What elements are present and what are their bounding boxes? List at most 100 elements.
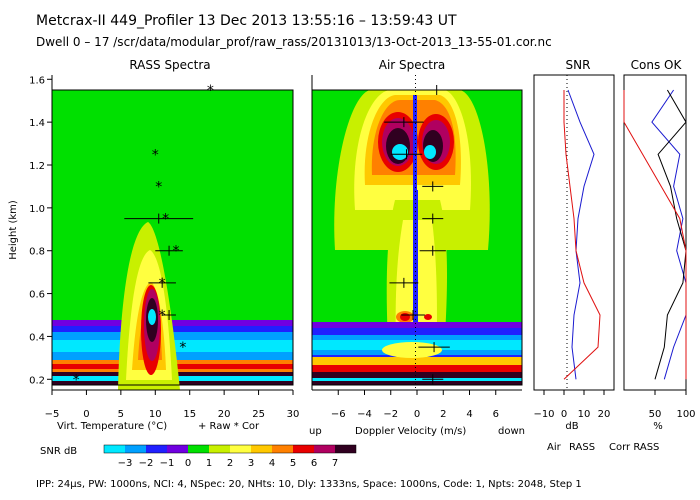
colorbar-tick-label: −3: [118, 458, 133, 469]
colorbar-swatch: [146, 445, 167, 453]
height-tick-label: 0.8: [29, 247, 45, 258]
x-tick-label: 6: [493, 409, 499, 420]
rass-marker-key: + Raw * Cor: [198, 421, 260, 432]
air-upper-blob: [334, 90, 490, 250]
colorbar-tick-label: 4: [269, 458, 275, 469]
legend-rass: RASS: [569, 442, 595, 453]
height-tick-label: 1.2: [29, 161, 45, 172]
colorbar-swatch: [167, 445, 188, 453]
x-tick-label: 2: [440, 409, 446, 420]
colorbar-tick-label: −2: [139, 458, 154, 469]
rass-panel-title: RASS Spectra: [129, 58, 210, 72]
colorbar-swatch: [125, 445, 146, 453]
snr-lines: [563, 89, 601, 380]
snr-frame: [533, 74, 615, 391]
height-tick-label: 0.6: [29, 290, 45, 301]
cons-corr-rass-line: [654, 89, 687, 380]
cons-x-ticks: 50 100: [649, 390, 696, 420]
colorbar-swatch: [272, 445, 293, 453]
height-tick-label: 0.4: [29, 332, 45, 343]
air-spectra-panel: −6 −4 −2 0 2 4 6 up Doppler Velocity (m/s) dow…: [309, 75, 525, 437]
colorbar-swatch: [104, 445, 125, 453]
air-low-band: [312, 322, 522, 385]
x-tick-label: 5: [118, 409, 124, 420]
x-tick-label: 4: [466, 409, 472, 420]
colorbar-swatch: [335, 445, 356, 453]
legend-corr-rass: Corr RASS: [609, 442, 659, 453]
x-tick-label: 20: [218, 409, 231, 420]
header-dwell: Dwell 0 – 17 /scr/data/modular_prof/raw_…: [36, 35, 552, 49]
cor-point: *: [152, 147, 159, 163]
cons-air-line: [651, 89, 687, 380]
colorbar-tick-label: −1: [160, 458, 175, 469]
colorbar-swatch: [209, 445, 230, 453]
cor-point: *: [159, 308, 166, 324]
x-tick-label: 10: [149, 409, 162, 420]
x-tick-label: −5: [45, 409, 60, 420]
height-tick-label: 1.4: [29, 118, 45, 129]
cons-panel-title: Cons OK: [631, 58, 683, 72]
snr-panel: −10 0 10 20 dB: [533, 74, 615, 432]
colorbar-tick-label: 2: [227, 458, 233, 469]
colorbar-ticks: −3 −2 −1 0 1 2 3 4 5 6 7: [118, 458, 339, 469]
cor-point: *: [73, 372, 80, 388]
colorbar-tick-label: 6: [311, 458, 317, 469]
cor-point: *: [155, 179, 162, 195]
cor-point: *: [162, 212, 169, 228]
colorbar-tick-label: 0: [185, 458, 191, 469]
height-ticks: 0.2 0.4 0.6 0.8 1.0 1.2 1.4 1.6: [29, 75, 52, 386]
cons-rass-line: [623, 90, 687, 380]
snr-air-line: [567, 89, 595, 380]
rass-x-axis-label: Virt. Temperature (°C): [57, 421, 167, 432]
cor-point: *: [159, 276, 166, 292]
colorbar-tick-label: 3: [248, 458, 254, 469]
air-panel-title: Air Spectra: [379, 58, 446, 72]
height-tick-label: 1.0: [29, 204, 45, 215]
cons-lines: [623, 89, 687, 380]
snr-panel-title: SNR: [566, 58, 591, 72]
cor-point: *: [207, 83, 214, 99]
x-tick-label: 0: [83, 409, 89, 420]
legend-air: Air: [547, 442, 562, 453]
cons-panel: 50 100 %: [623, 74, 696, 432]
footer-params: IPP: 24μs, PW: 1000ns, NCI: 4, NSpec: 20…: [36, 479, 582, 490]
colorbar-label: SNR dB: [40, 446, 77, 457]
x-tick-label: 100: [676, 409, 695, 420]
x-tick-label: −6: [331, 409, 346, 420]
air-x-axis-label: Doppler Velocity (m/s): [355, 426, 466, 437]
x-tick-label: 20: [598, 409, 611, 420]
colorbar-swatch: [293, 445, 314, 453]
height-axis-label: Height (km): [8, 200, 19, 260]
cor-point: *: [179, 340, 186, 356]
cons-x-axis-label: %: [653, 421, 663, 432]
x-tick-label: −10: [533, 409, 554, 420]
colorbar-tick-label: 1: [206, 458, 212, 469]
x-tick-label: −4: [357, 409, 372, 420]
colorbar-tick-label: 5: [290, 458, 296, 469]
colorbar-swatch: [251, 445, 272, 453]
rass-central-plume: [118, 222, 180, 390]
x-tick-label: 10: [578, 409, 591, 420]
rass-x-ticks: −5 0 5 10 15 20 25 30: [45, 390, 300, 420]
x-tick-label: 0: [561, 409, 567, 420]
x-tick-label: 15: [183, 409, 196, 420]
x-tick-label: 50: [649, 409, 662, 420]
header-title: Metcrax-II 449_Profiler 13 Dec 2013 13:5…: [36, 13, 457, 29]
air-x-ticks: −6 −4 −2 0 2 4 6: [331, 390, 499, 420]
height-tick-label: 1.6: [29, 75, 45, 86]
x-tick-label: 30: [287, 409, 300, 420]
colorbar: [103, 444, 357, 454]
colorbar-swatch: [230, 445, 251, 453]
colorbar-swatch: [314, 445, 335, 453]
cor-point: *: [172, 244, 179, 260]
snr-x-axis-label: dB: [565, 421, 578, 432]
x-tick-label: 0: [414, 409, 420, 420]
x-tick-label: 25: [252, 409, 265, 420]
rass-marks: *********: [73, 83, 214, 388]
snr-rass-line: [563, 90, 601, 380]
colorbar-swatch: [188, 445, 209, 453]
colorbar-tick-label: 7: [332, 458, 338, 469]
x-tick-label: −2: [383, 409, 398, 420]
